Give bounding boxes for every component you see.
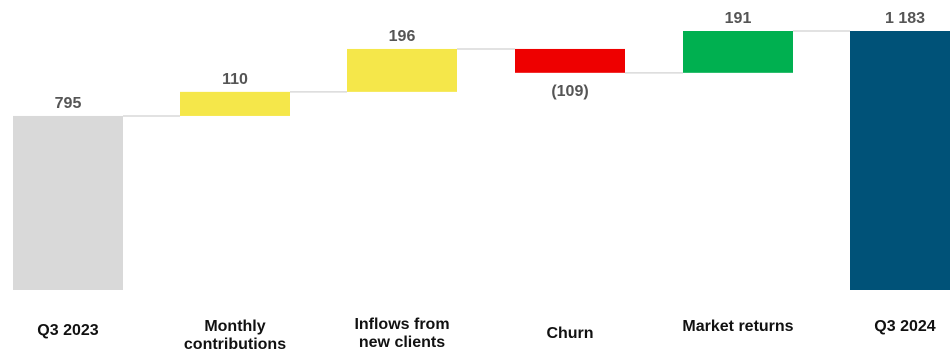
bar-0 xyxy=(13,115,123,290)
value-label-0: 795 xyxy=(55,95,82,112)
bar-3 xyxy=(515,48,625,73)
category-labels: Q3 2023 Monthly contributions Inflows from n… xyxy=(37,316,935,353)
category-label-line: Q3 2023 xyxy=(37,322,98,339)
category-label-3: Churn xyxy=(546,325,593,342)
value-label-1: 110 xyxy=(222,71,248,88)
category-label-2: Inflows from new clients xyxy=(354,316,449,351)
category-label-line: Monthly xyxy=(204,318,265,335)
category-label-line: Q3 2024 xyxy=(874,318,935,335)
bar-5 xyxy=(850,31,950,290)
bar-1 xyxy=(180,91,290,116)
value-label-2: 196 xyxy=(389,28,416,45)
category-label-1: Monthly contributions xyxy=(184,318,286,353)
category-label-line: contributions xyxy=(184,336,286,353)
category-label-0: Q3 2023 xyxy=(37,322,98,339)
category-label-line: Churn xyxy=(546,325,593,342)
bar-2 xyxy=(347,48,457,92)
value-label-3: (109) xyxy=(551,83,588,100)
category-label-line: Inflows from xyxy=(354,316,449,333)
category-label-line: Market returns xyxy=(682,318,793,335)
category-label-line: new clients xyxy=(359,334,445,351)
category-label-4: Market returns xyxy=(682,318,793,335)
value-label-4: 191 xyxy=(725,10,752,27)
bar-4 xyxy=(683,31,793,73)
bars xyxy=(13,31,950,290)
connector-lines xyxy=(123,30,850,117)
value-labels: 795 110 196 (109) 191 1 183 xyxy=(55,10,925,112)
category-label-5: Q3 2024 xyxy=(874,318,935,335)
value-label-5: 1 183 xyxy=(885,10,925,27)
